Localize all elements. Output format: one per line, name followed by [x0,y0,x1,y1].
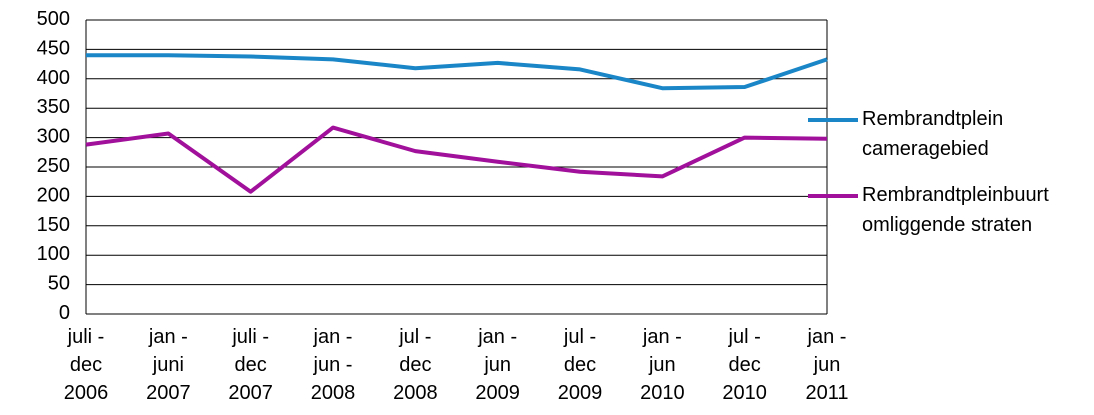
x-tick-label: juli -dec 2006 [64,326,109,404]
data-line [85,125,828,194]
y-tick-label: 300 [37,126,70,148]
y-tick-label: 200 [37,185,70,207]
y-tick-label: 250 [37,155,70,177]
y-tick-label: 400 [37,67,70,89]
y-tick-label: 500 [37,8,70,30]
y-tick-label: 100 [37,243,70,265]
y-tick-label: 0 [59,302,70,324]
legend-label: Rembrandtpleinbuurt omliggende straten [862,184,1049,236]
y-tick-label: 350 [37,96,70,118]
y-tick-label: 150 [37,214,70,236]
y-tick-label: 50 [48,273,70,295]
x-tick-label: juli -dec 2007 [228,326,273,404]
x-tick-label: jan -jun 2009 [475,326,520,404]
data-line [86,53,828,91]
legend-label: Rembrandtplein cameragebied [862,108,1003,160]
x-tick-label: jul -dec 2008 [393,326,438,404]
x-tick-label: jan -jun 2010 [640,326,685,404]
x-tick-label: jul -dec 2009 [558,326,603,404]
x-tick-label: jan -jun -2008 [311,326,356,404]
x-tick-label: jul -dec 2010 [722,326,767,404]
x-tick-label: jan -juni 2007 [146,326,191,404]
y-tick-label: 450 [37,38,70,60]
x-tick-label: jan -jun 2011 [805,326,848,404]
